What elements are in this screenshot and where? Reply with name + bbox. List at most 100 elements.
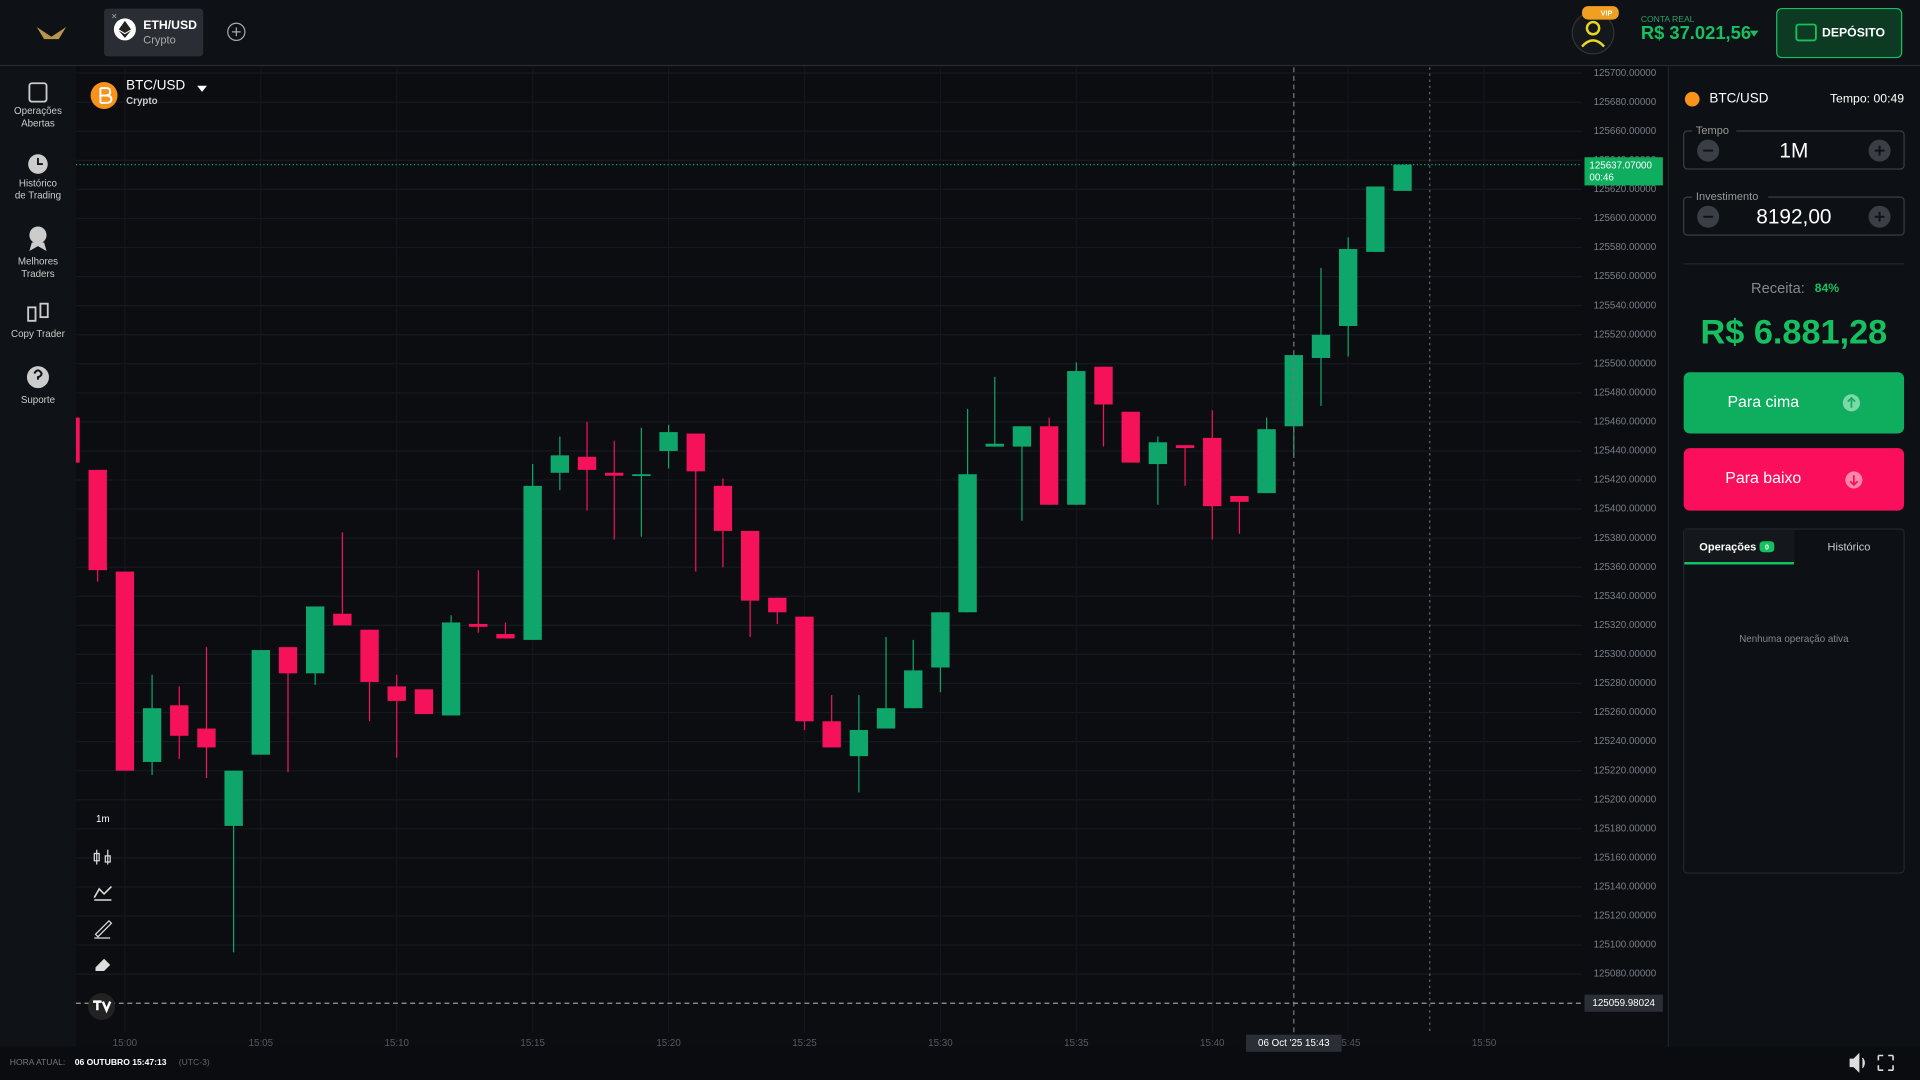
tool-erase[interactable] [95,958,111,972]
arrow-glyph [1847,396,1856,408]
candle-body [659,432,678,451]
candle-body [1175,445,1195,449]
tab-operations[interactable]: Operações 0 [1684,529,1795,565]
x-tick-label: 15:10 [384,1038,409,1049]
investment-input[interactable]: Investimento 8192,00 [1683,191,1905,236]
candle-body [1338,248,1358,327]
candle-body [1257,429,1276,494]
candle-body [1284,355,1303,427]
y-tick-label: 125420.00000 [1594,475,1657,486]
button-text: Para baixo [1725,470,1801,487]
x-tick-label: 15:40 [1200,1038,1225,1049]
candle-body [958,474,977,613]
y-tick-label: 125600.00000 [1594,213,1657,224]
fullscreen-icon[interactable] [1877,1054,1894,1071]
axes: 125080.00000 125100.00000 125120.00000 1251… [113,68,1657,1049]
close-icon[interactable]: × [111,12,117,23]
balance-dropdown[interactable] [1749,30,1759,37]
candle-body [387,686,406,701]
revenue-label: Receita: [1751,281,1805,297]
interval[interactable]: 1m [96,814,110,825]
candle-body [333,613,352,626]
tab-bg [1684,529,1795,564]
symbol-selector[interactable]: BTC/USD Crypto [90,77,207,109]
tool-indicators[interactable] [93,885,112,901]
top-bar [0,0,1920,65]
candle-body [441,622,461,716]
sidebar-item[interactable]: Suporte [21,366,55,406]
y-tick-label: 125400.00000 [1594,504,1657,515]
x-tick-label: 15:45 [1336,1038,1361,1049]
y-tick-label: 125580.00000 [1594,242,1657,253]
candle-body [740,530,760,601]
y-tick-label: 125280.00000 [1594,678,1657,689]
sidebar-label: Suporte [21,395,55,406]
tool-draw[interactable] [94,919,113,939]
y-tick-label: 125680.00000 [1594,97,1657,108]
wallet-icon [1795,23,1817,42]
sound-icon[interactable] [1849,1052,1865,1073]
down-button[interactable]: Para baixo [1683,448,1905,511]
label-bg [1692,191,1769,204]
candle-body [686,433,705,472]
y-tick-label: 125300.00000 [1594,649,1657,660]
candle-body [523,485,542,640]
tool-candles[interactable] [93,849,111,865]
candle-body [822,721,841,748]
deposit-bg [1776,7,1903,59]
y-tick-label: 125700.00000 [1594,68,1657,79]
sidebar-label: Copy Trader [11,329,66,340]
add-icon[interactable] [227,22,246,42]
plus-glyph [1874,211,1885,222]
avatar-head [1585,20,1601,36]
sidebar-item[interactable]: Operações Abertas [14,82,62,129]
candle-body [768,597,787,613]
sidebar-item[interactable]: Histórico de Trading [15,154,61,202]
candle-body [1094,366,1113,405]
icon [37,157,43,165]
sidebar-label: Histórico [19,178,58,189]
y-tick-label: 125380.00000 [1594,533,1657,544]
tv-logo[interactable] [88,993,116,1020]
add-tab[interactable] [227,22,246,42]
candle-body [115,571,135,771]
x-tick-label: 15:20 [656,1038,681,1049]
candle-body [224,770,243,826]
sidebar-item[interactable]: Copy Trader [11,302,66,340]
candle-body [577,456,597,470]
up-button[interactable]: Para cima [1683,372,1905,434]
deposit-button[interactable]: DEPÓSITO [1776,7,1903,59]
revenue-percent: 84% [1815,281,1840,295]
x-tick-label: 15:35 [1064,1038,1089,1049]
last-price-tag [1584,157,1663,186]
candle-body [1203,437,1222,507]
y-tick-label: 125120.00000 [1594,911,1657,922]
tab-label[interactable]: Histórico [1828,541,1871,553]
candle-body [849,729,869,757]
candle-body [1393,164,1412,191]
grid [75,67,1583,1033]
footer-label: HORA ATUAL: [10,1057,66,1067]
input-box [1683,130,1905,170]
icon [29,242,47,252]
candle-body [306,606,325,674]
asset-tab[interactable]: × ETH/USD Crypto [104,8,204,57]
footer-timezone: (UTC-3) [179,1057,210,1067]
y-tick-label: 125240.00000 [1594,736,1657,747]
y-tick-label: 125080.00000 [1594,969,1657,980]
x-tick-label: 15:25 [792,1038,817,1049]
candle-body [1311,334,1331,358]
time-input[interactable]: Tempo 1M [1683,124,1905,170]
overlay: 125637.07000 00:46 125059.98024 06 Oct '25 … [75,67,1663,1052]
sidebar-item[interactable]: Melhores Traders [18,226,58,280]
balance[interactable]: R$ 37.021,56 [1641,22,1751,43]
tab-market: Crypto [143,34,175,46]
y-tick-label: 125100.00000 [1594,940,1657,951]
avatar[interactable]: VIP [1571,6,1619,55]
icon [33,369,43,380]
footer [0,1046,1920,1080]
vip-text: VIP [1601,8,1613,17]
candle-body [1039,426,1059,505]
y-tick-label: 125460.00000 [1594,417,1657,428]
